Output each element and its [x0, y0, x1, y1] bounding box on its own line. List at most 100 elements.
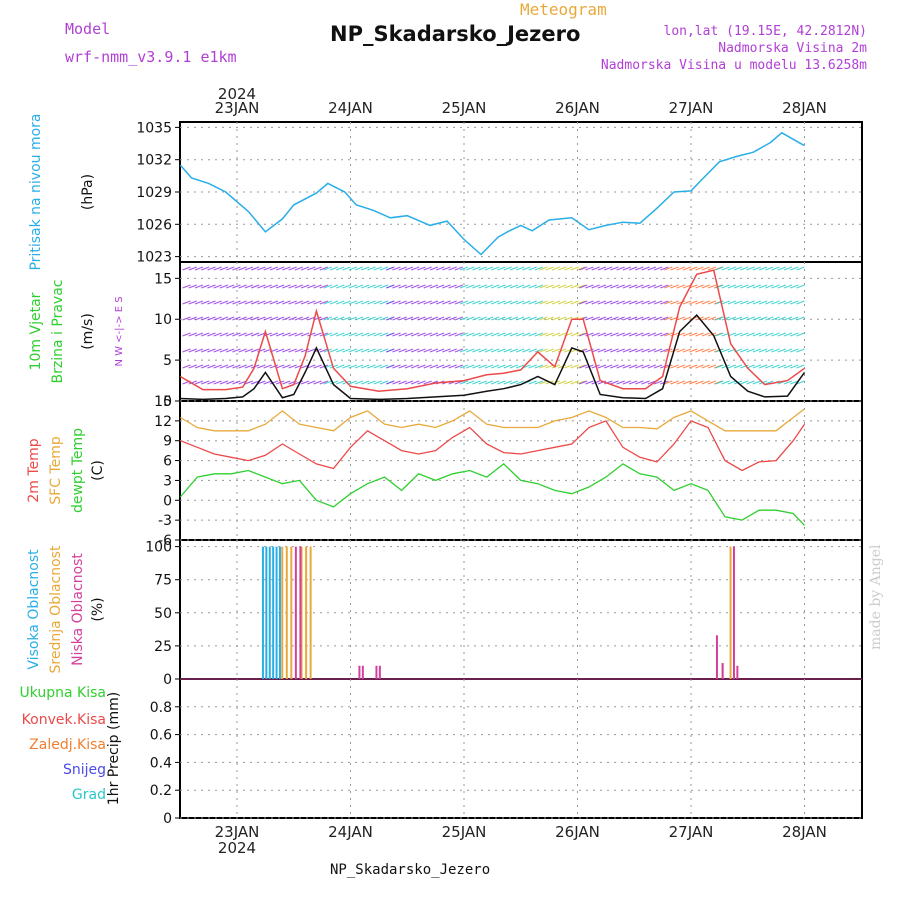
wind-barb [783, 332, 793, 337]
wind-barb [275, 332, 285, 337]
wind-barb [329, 266, 339, 271]
wind-barb [616, 332, 625, 337]
wind-barb [484, 300, 494, 305]
wind-barb [448, 284, 457, 289]
wind-barb [429, 284, 439, 289]
wind-barb [417, 284, 426, 289]
wind-barb [454, 284, 464, 289]
credit-label: made by Angel [868, 544, 884, 651]
wind-barb [472, 332, 481, 337]
wind-barb [342, 300, 351, 305]
wind-barb [522, 316, 531, 321]
wind-barb [752, 284, 762, 289]
wind-barb [386, 300, 395, 305]
wind-barb [576, 266, 586, 271]
wind-barb [746, 300, 755, 305]
wind-barb [721, 300, 730, 305]
wind-barb [653, 300, 663, 305]
wind-barb [336, 284, 345, 289]
chart-title: NP_Skadarsko_Jezero [330, 22, 581, 46]
wind-barb [379, 332, 389, 337]
wind-barb [367, 348, 376, 353]
wind-barb [232, 266, 241, 271]
wind-barb [616, 266, 625, 271]
y-tick-label: 1032 [136, 153, 172, 169]
wind-barb [528, 332, 537, 337]
wind-barb [564, 300, 573, 305]
wind-barb [201, 266, 210, 271]
wind-barb [497, 380, 506, 385]
wind-barb [417, 364, 426, 369]
wind-barb [740, 380, 749, 385]
wind-barb [509, 332, 519, 337]
y-tick-label: 0 [163, 672, 172, 688]
wind-barb [478, 332, 487, 337]
wind-barb [539, 380, 548, 385]
wind-barb [342, 348, 351, 353]
wind-barb [213, 284, 222, 289]
wind-barb [182, 348, 191, 353]
wind-barb [746, 380, 755, 385]
wind-barb [417, 266, 426, 271]
wind-barb [282, 380, 291, 385]
wind-barb [603, 380, 613, 385]
wind-barb [478, 380, 487, 385]
wind-barb [288, 316, 297, 321]
wind-barb [539, 316, 548, 321]
wind-barb [682, 284, 692, 289]
wind-barb [660, 348, 669, 353]
wind-barb [647, 332, 657, 337]
wind-barb [727, 380, 737, 385]
wind-barb [182, 284, 191, 289]
wind-barb [275, 300, 285, 305]
wind-barb [238, 266, 247, 271]
wind-barb [660, 284, 669, 289]
wind-barb [232, 348, 241, 353]
y-tick-label: 0 [163, 394, 172, 410]
wind-barb [423, 364, 432, 369]
wind-barb [622, 266, 632, 271]
wind-barb [695, 300, 704, 305]
wind-barb [509, 348, 519, 353]
wind-barb [244, 266, 254, 271]
y-tick-label: 1023 [136, 250, 172, 266]
wind-barb [576, 300, 586, 305]
wind-barb [777, 332, 787, 337]
y-tick-label: 0.6 [150, 728, 172, 744]
wind-barb [528, 380, 537, 385]
wind-barb [670, 380, 679, 385]
wind-barb [491, 266, 500, 271]
wind-barb [319, 380, 329, 385]
wind-barb [313, 284, 322, 289]
wind-barb [313, 380, 322, 385]
wind-barb [379, 348, 389, 353]
wind-barb [752, 380, 762, 385]
wind-barb [435, 348, 445, 353]
wind-barb [472, 316, 481, 321]
location-label: lon,lat (19.15E, 42.2812N) [663, 24, 868, 39]
wind-barb [354, 266, 364, 271]
wind-barb [765, 316, 774, 321]
wind-barb [410, 266, 420, 271]
wind-barb [244, 364, 254, 369]
wind-barb [790, 348, 799, 353]
wind-barb [701, 332, 710, 337]
wind-barb [454, 332, 464, 337]
wind-barb [522, 266, 531, 271]
wind-barb [790, 364, 799, 369]
wind-barb [386, 284, 395, 289]
wind-barb [491, 380, 500, 385]
wind-barb [578, 284, 588, 289]
wind-barb [194, 284, 204, 289]
wind-barb [503, 364, 512, 369]
wind-barb [454, 300, 464, 305]
wind-barb [373, 300, 382, 305]
wind-barb [740, 316, 749, 321]
wind-barb [509, 364, 519, 369]
wind-barb [429, 300, 439, 305]
wind-barb [670, 266, 679, 271]
wind-barb [225, 348, 235, 353]
wind-barb [379, 380, 389, 385]
wind-barb [715, 284, 724, 289]
wind-barb [329, 300, 339, 305]
